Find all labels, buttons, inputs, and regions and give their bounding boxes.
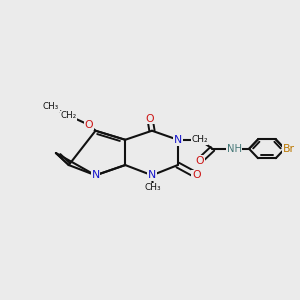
Text: O: O <box>146 114 154 124</box>
Text: O: O <box>84 120 93 130</box>
Text: CH₃: CH₃ <box>43 102 59 111</box>
Text: N: N <box>174 135 182 145</box>
Text: Br: Br <box>283 144 295 154</box>
Text: NH: NH <box>227 144 242 154</box>
Text: CH₃: CH₃ <box>145 183 161 192</box>
Text: O: O <box>195 156 204 166</box>
Text: CH₂: CH₂ <box>61 111 77 120</box>
Text: N: N <box>148 170 156 180</box>
Text: N: N <box>92 170 100 180</box>
Text: O: O <box>192 170 201 180</box>
Text: CH₂: CH₂ <box>191 135 208 144</box>
